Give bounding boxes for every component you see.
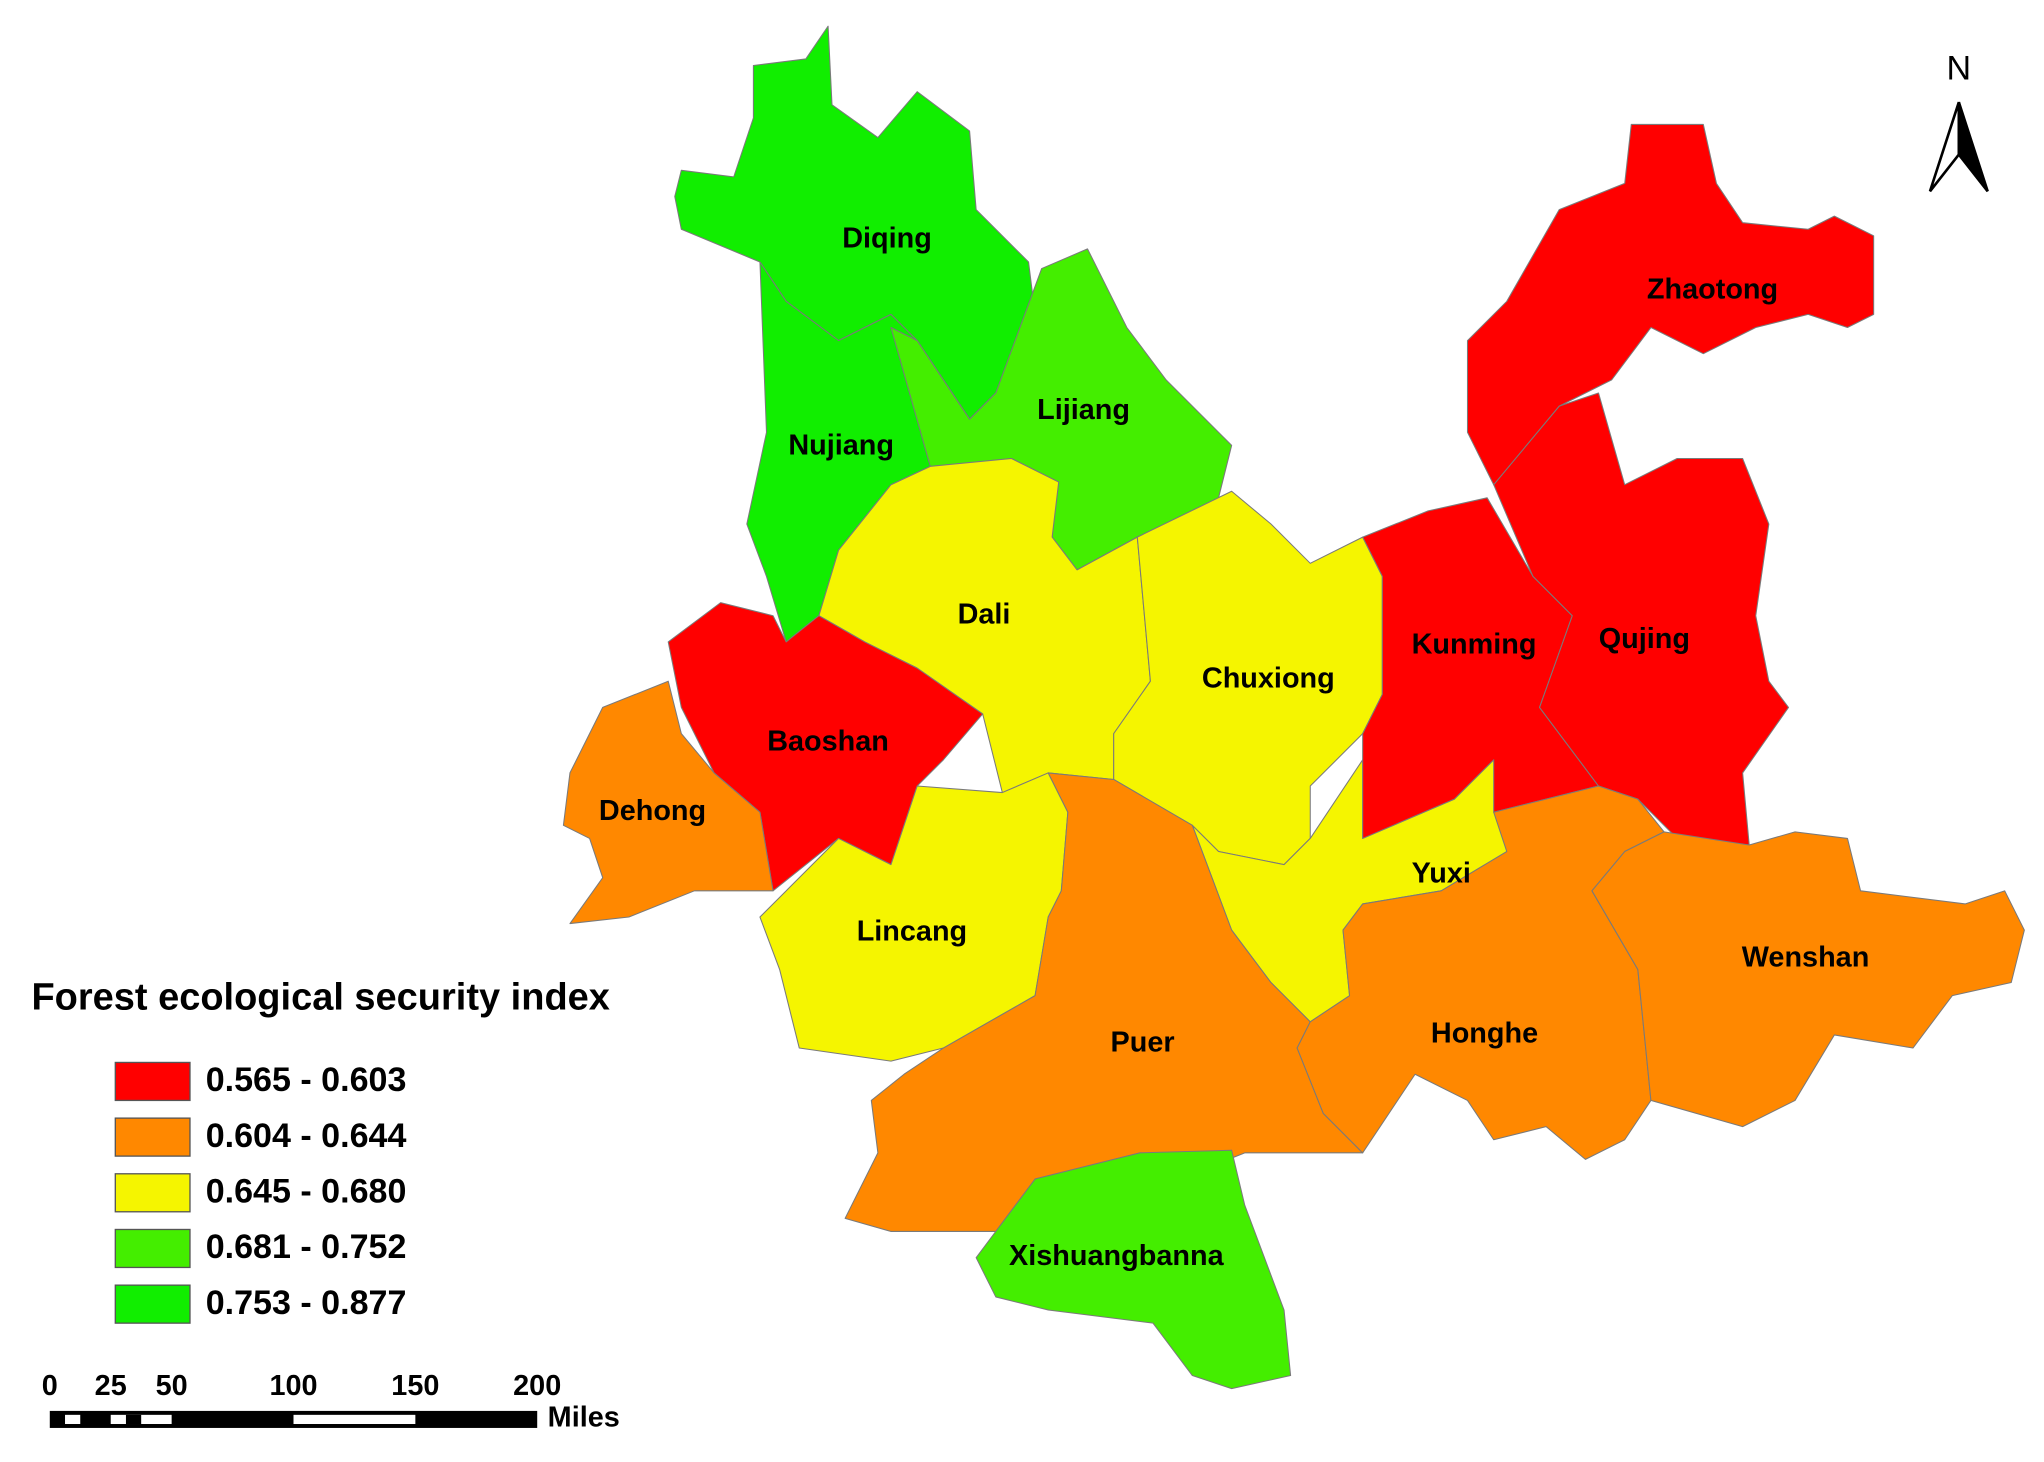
- region-label: Yuxi: [1412, 858, 1471, 890]
- arrow-half: [1957, 101, 1989, 193]
- scale-segment: [293, 1414, 416, 1425]
- region-labels: Diqing Nujiang Lijiang Dali Baoshan Deho…: [599, 222, 1869, 1272]
- scale-tick-label: 200: [513, 1370, 561, 1402]
- legend-swatch: [114, 1228, 191, 1269]
- region-label: Zhaotong: [1647, 273, 1778, 305]
- scale-segment: [125, 1414, 142, 1425]
- region-label: Qujing: [1599, 623, 1690, 655]
- region-label: Chuxiong: [1202, 663, 1335, 695]
- region: [1493, 392, 1790, 846]
- regions: [562, 25, 2025, 1390]
- legend-label: 0.753 - 0.877: [206, 1284, 407, 1322]
- scale-tick-label: 0: [42, 1370, 58, 1402]
- region-label: Xishuangbanna: [1009, 1240, 1225, 1272]
- legend: 0.565 - 0.603 0.604 - 0.644 0.645 - 0.680 0…: [114, 1061, 407, 1324]
- region-label: Kunming: [1412, 628, 1537, 660]
- legend-label: 0.604 - 0.644: [206, 1117, 407, 1155]
- scale-tick-label: 25: [95, 1370, 127, 1402]
- north-arrow: N: [1928, 50, 1989, 193]
- region-label: Nujiang: [788, 429, 894, 461]
- north-label: N: [1947, 50, 1972, 88]
- scale-segment: [65, 1414, 81, 1425]
- region-label: Lincang: [857, 915, 967, 947]
- scale-tick-label: 150: [391, 1370, 439, 1402]
- scale-tick-label: 100: [269, 1370, 317, 1402]
- region-label: Dehong: [599, 795, 706, 827]
- region-label: Diqing: [842, 222, 932, 254]
- region: [1113, 490, 1383, 866]
- scale-unit: Miles: [548, 1401, 620, 1433]
- legend-title: Forest ecological security index: [31, 977, 609, 1019]
- legend-label: 0.681 - 0.752: [206, 1228, 407, 1266]
- legend-swatch: [114, 1117, 191, 1157]
- region-label: Honghe: [1431, 1018, 1538, 1050]
- region: [975, 1149, 1292, 1390]
- arrow-half: [1928, 101, 1961, 193]
- region-label: Dali: [958, 598, 1011, 630]
- region-label: Wenshan: [1742, 942, 1870, 974]
- legend-swatch: [114, 1173, 191, 1213]
- legend-swatch: [114, 1061, 191, 1102]
- legend-swatch: [114, 1284, 191, 1324]
- region-label: Baoshan: [767, 725, 889, 757]
- region: [1466, 123, 1875, 486]
- scale-tick-label: 50: [156, 1370, 188, 1402]
- legend-label: 0.565 - 0.603: [206, 1061, 407, 1099]
- region-label: Puer: [1111, 1027, 1175, 1059]
- region-label: Lijiang: [1037, 394, 1130, 426]
- region: [1591, 831, 2025, 1128]
- region: [562, 680, 774, 925]
- legend-label: 0.645 - 0.680: [206, 1172, 407, 1210]
